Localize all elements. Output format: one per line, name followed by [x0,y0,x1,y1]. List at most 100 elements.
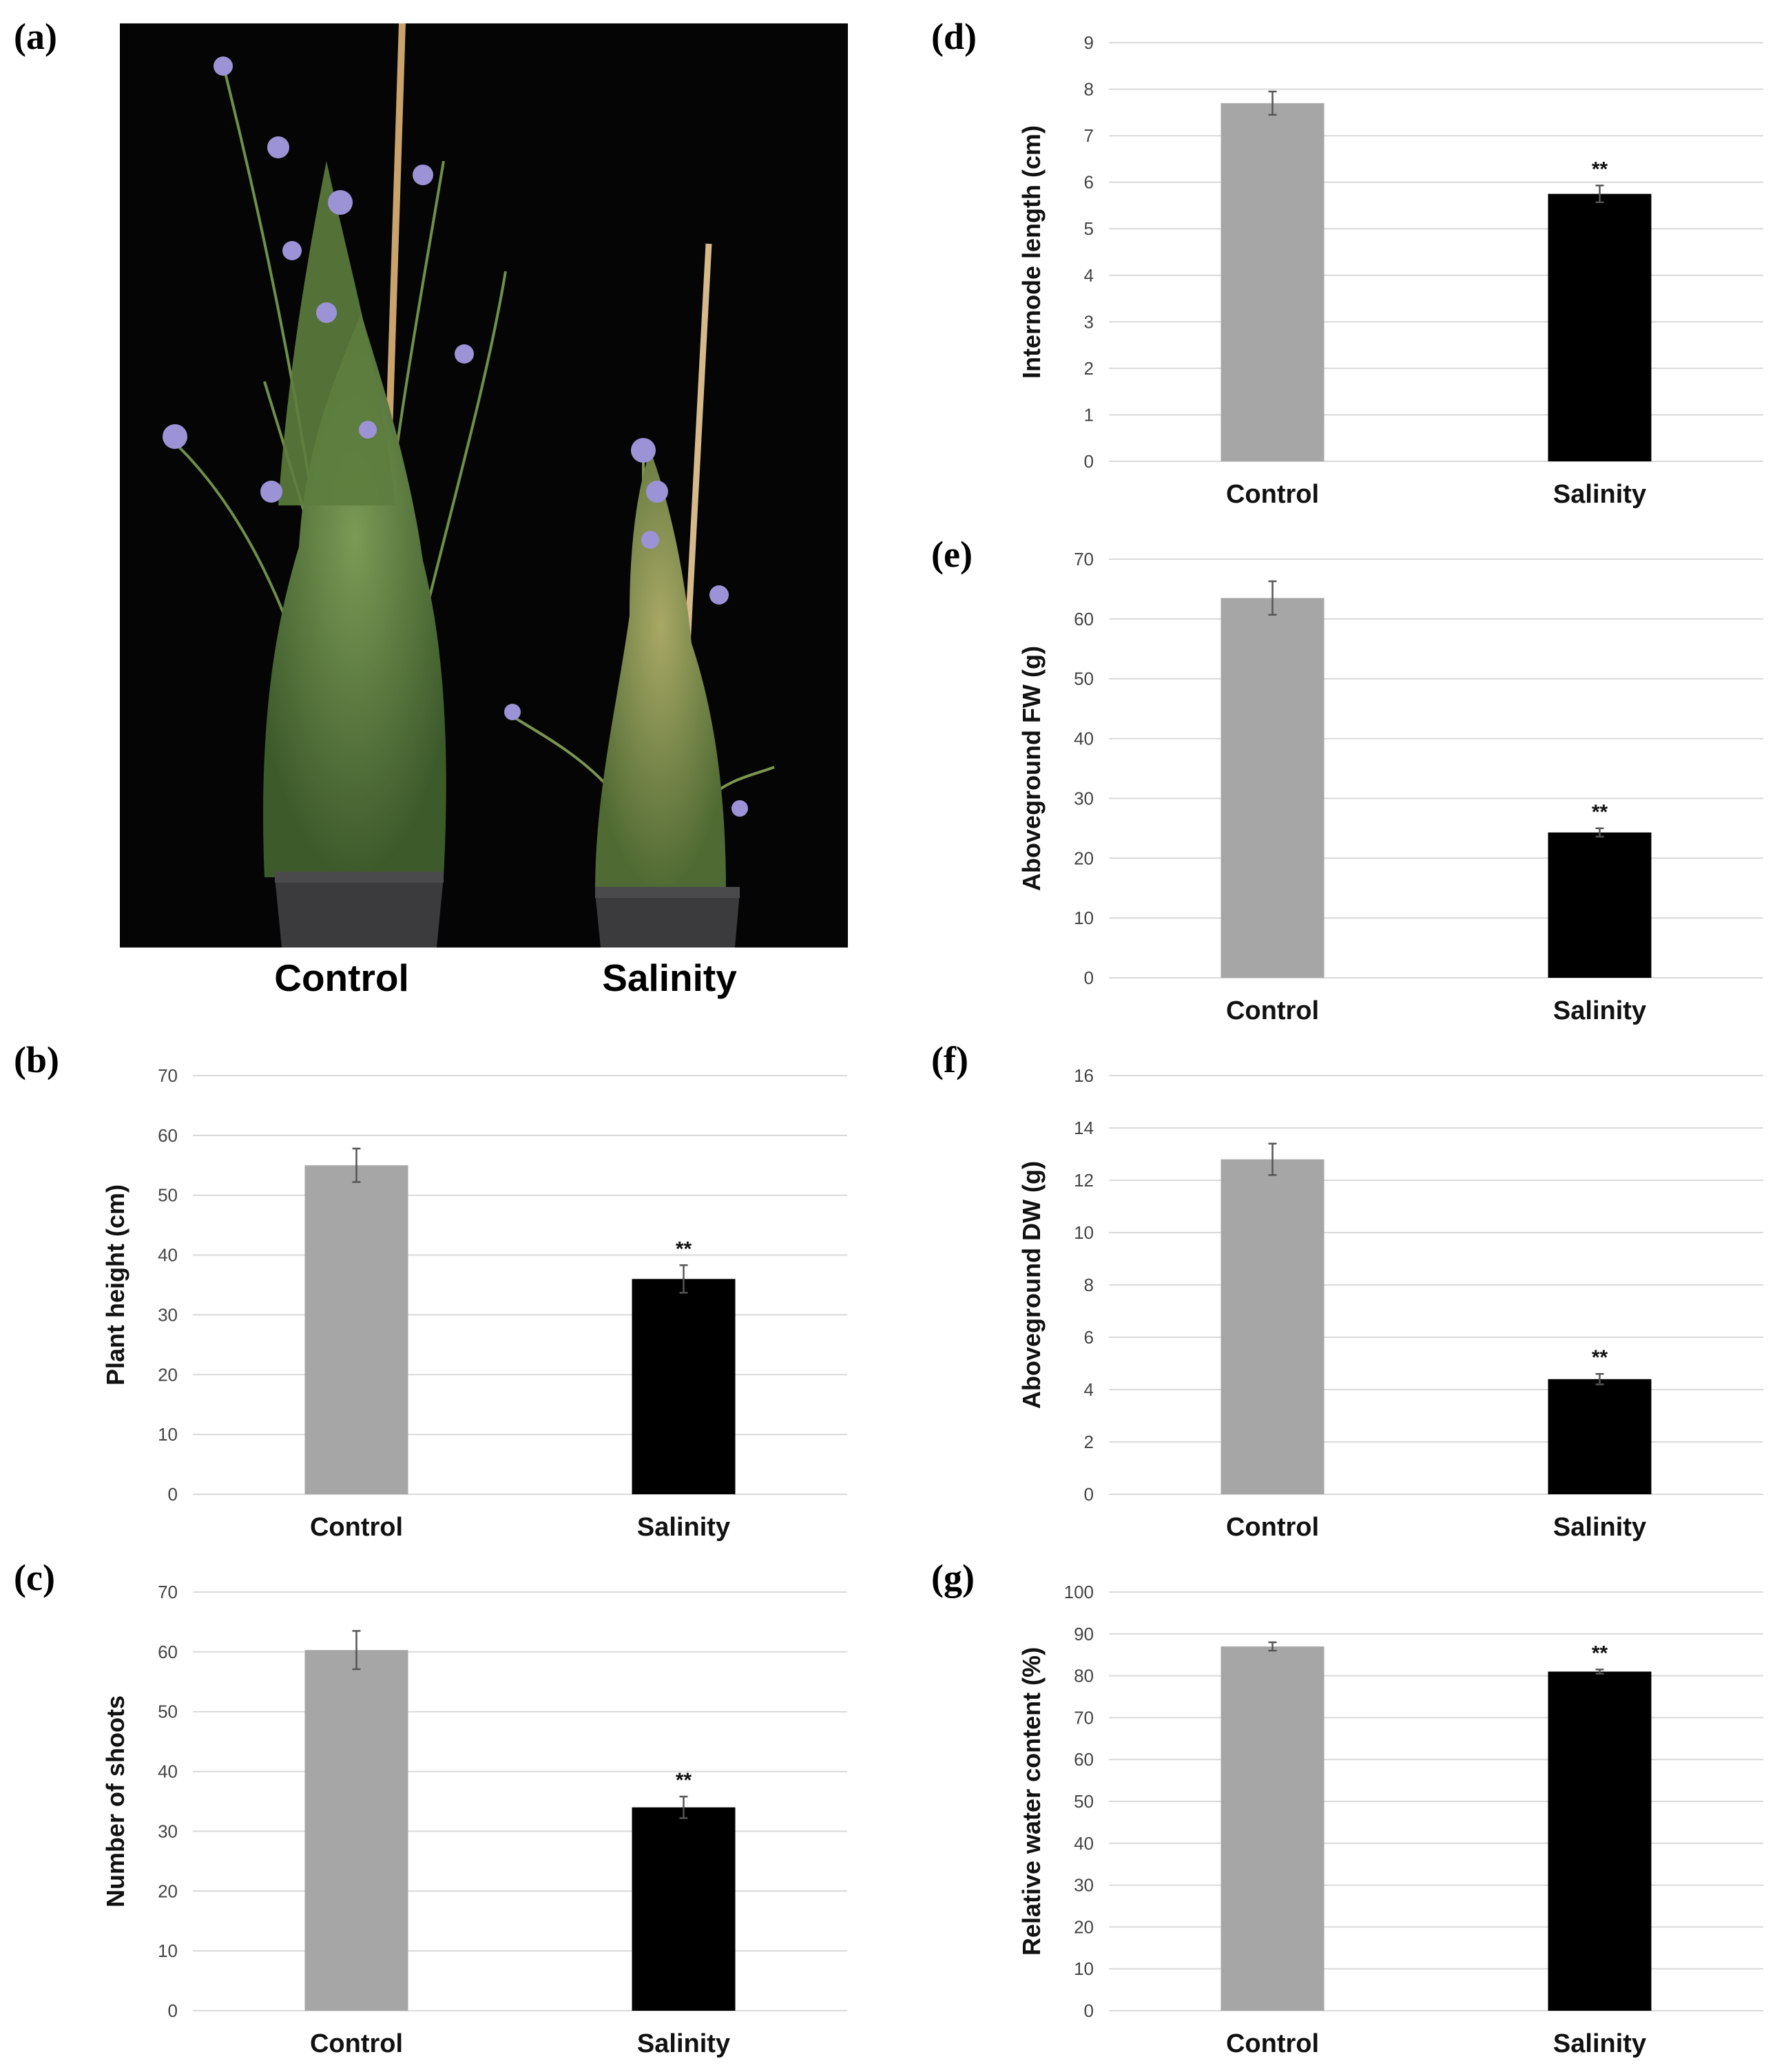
bar-control [1221,1646,1325,2011]
y-tick-label: 14 [1074,1118,1094,1138]
y-axis-label: Plant height (cm) [101,1184,129,1385]
y-tick-label: 60 [158,1642,178,1662]
y-axis-label: Internode length (cm) [1017,125,1046,379]
y-tick-label: 10 [1074,1958,1094,1979]
y-tick-label: 4 [1084,265,1094,286]
chart-relative-water-content: 0 10 20 30 40 50 60 70 80 90 100 Relative water con… [1017,1582,1763,2058]
panel-label-c: (c) [14,1557,55,1598]
photo-caption-control: Control [274,956,409,999]
y-tick-label: 5 [1084,218,1094,239]
y-tick-label: 0 [168,2000,178,2021]
y-tick-label: 0 [1084,2000,1094,2021]
x-category-label: Control [310,1513,403,1542]
y-tick-label: 16 [1074,1065,1094,1086]
y-tick-label: 4 [1084,1379,1094,1400]
y-tick-label: 0 [1084,451,1094,472]
y-axis-label: Aboveground FW (g) [1017,646,1046,891]
bar-control [1221,103,1325,462]
bar-control [1221,598,1325,978]
y-tick-label: 20 [1074,848,1094,868]
bar-control [304,1650,408,2011]
panel-label-a: (a) [14,16,57,57]
bar-salinity [1548,1379,1652,1494]
x-category-label: Control [1226,1513,1319,1542]
panel-label-g: (g) [931,1557,975,1598]
y-tick-label: 8 [1084,79,1094,100]
y-tick-label: 40 [158,1761,178,1782]
chart-internode-length: 0 1 2 3 4 5 6 7 8 9 Internode length (cm) Control **… [1017,32,1763,509]
y-tick-label: 7 [1084,125,1094,146]
y-tick-label: 10 [158,1940,178,1961]
y-tick-label: 1 [1084,404,1094,425]
significance-label: ** [1592,1642,1608,1664]
bar-salinity [632,1807,736,2011]
plant-photo-illustration [163,23,775,948]
x-category-label: Control [1226,996,1319,1025]
y-tick-label: 12 [1074,1170,1094,1191]
y-tick-label: 70 [1074,1707,1094,1728]
chart-number-of-shoots: 0 10 20 30 40 50 60 70 Number of shoots Control **… [101,1582,847,2058]
y-tick-label: 70 [158,1065,178,1086]
x-category-label: Control [1226,480,1319,509]
panel-label-d: (d) [931,16,977,57]
y-tick-label: 10 [1074,1222,1094,1243]
y-tick-label: 50 [1074,669,1094,689]
y-tick-label: 0 [1084,1484,1094,1505]
y-tick-label: 8 [1084,1275,1094,1295]
y-tick-label: 40 [1074,729,1094,749]
chart-plant-height: 0 10 20 30 40 50 60 70 Plant height (cm) Control *… [101,1065,847,1542]
chart-aboveground-fw: 0 10 20 30 40 50 60 70 Aboveground FW (g) Control… [1017,549,1763,1025]
y-tick-label: 30 [1074,1875,1094,1896]
bar-salinity [1548,1671,1652,2011]
x-category-label: Salinity [1553,480,1646,509]
y-tick-label: 70 [158,1582,178,1602]
panel-label-b: (b) [14,1039,59,1080]
y-tick-label: 50 [158,1702,178,1722]
x-category-label: Salinity [637,1513,730,1542]
y-tick-label: 60 [1074,1749,1094,1770]
x-category-label: Salinity [1553,1513,1646,1542]
y-tick-label: 80 [1074,1666,1094,1686]
x-category-label: Salinity [1553,2029,1646,2058]
y-tick-label: 50 [1074,1791,1094,1812]
y-tick-label: 60 [1074,609,1094,629]
y-axis-label: Aboveground DW (g) [1017,1161,1046,1409]
photo-caption-salinity: Salinity [602,956,737,999]
y-axis-label: Number of shoots [101,1695,129,1907]
y-tick-label: 10 [158,1424,178,1445]
y-tick-label: 10 [1074,908,1094,928]
significance-label: ** [1592,1346,1608,1369]
bar-control [1221,1159,1325,1494]
y-tick-label: 0 [1084,967,1094,988]
y-tick-label: 50 [158,1185,178,1206]
significance-label: ** [1592,801,1608,824]
y-tick-label: 90 [1074,1624,1094,1644]
y-tick-label: 6 [1084,1327,1094,1348]
y-axis-label: Relative water content (%) [1017,1647,1046,1956]
y-tick-label: 40 [1074,1833,1094,1854]
x-category-label: Control [310,2029,403,2058]
y-tick-label: 100 [1064,1582,1094,1602]
y-tick-label: 30 [158,1821,178,1841]
y-tick-label: 20 [158,1364,178,1385]
significance-label: ** [1592,158,1608,180]
y-tick-label: 2 [1084,1432,1094,1452]
y-tick-label: 2 [1084,358,1094,379]
x-category-label: Control [1226,2029,1319,2058]
x-category-label: Salinity [637,2029,730,2058]
y-tick-label: 20 [1074,1916,1094,1937]
y-tick-label: 70 [1074,549,1094,569]
y-tick-label: 0 [168,1484,178,1505]
panel-label-f: (f) [931,1039,968,1080]
x-category-label: Salinity [1553,996,1646,1025]
chart-aboveground-dw: 0 2 4 6 8 10 12 14 16 Aboveground DW (g) Control **… [1017,1065,1763,1542]
y-tick-label: 30 [158,1304,178,1325]
y-tick-label: 3 [1084,311,1094,332]
y-tick-label: 20 [158,1881,178,1901]
panel-label-e: (e) [931,534,973,575]
significance-label: ** [676,1769,692,1792]
bar-salinity [1548,832,1652,978]
y-tick-label: 9 [1084,32,1094,53]
bar-control [304,1165,408,1494]
significance-label: ** [676,1237,692,1260]
